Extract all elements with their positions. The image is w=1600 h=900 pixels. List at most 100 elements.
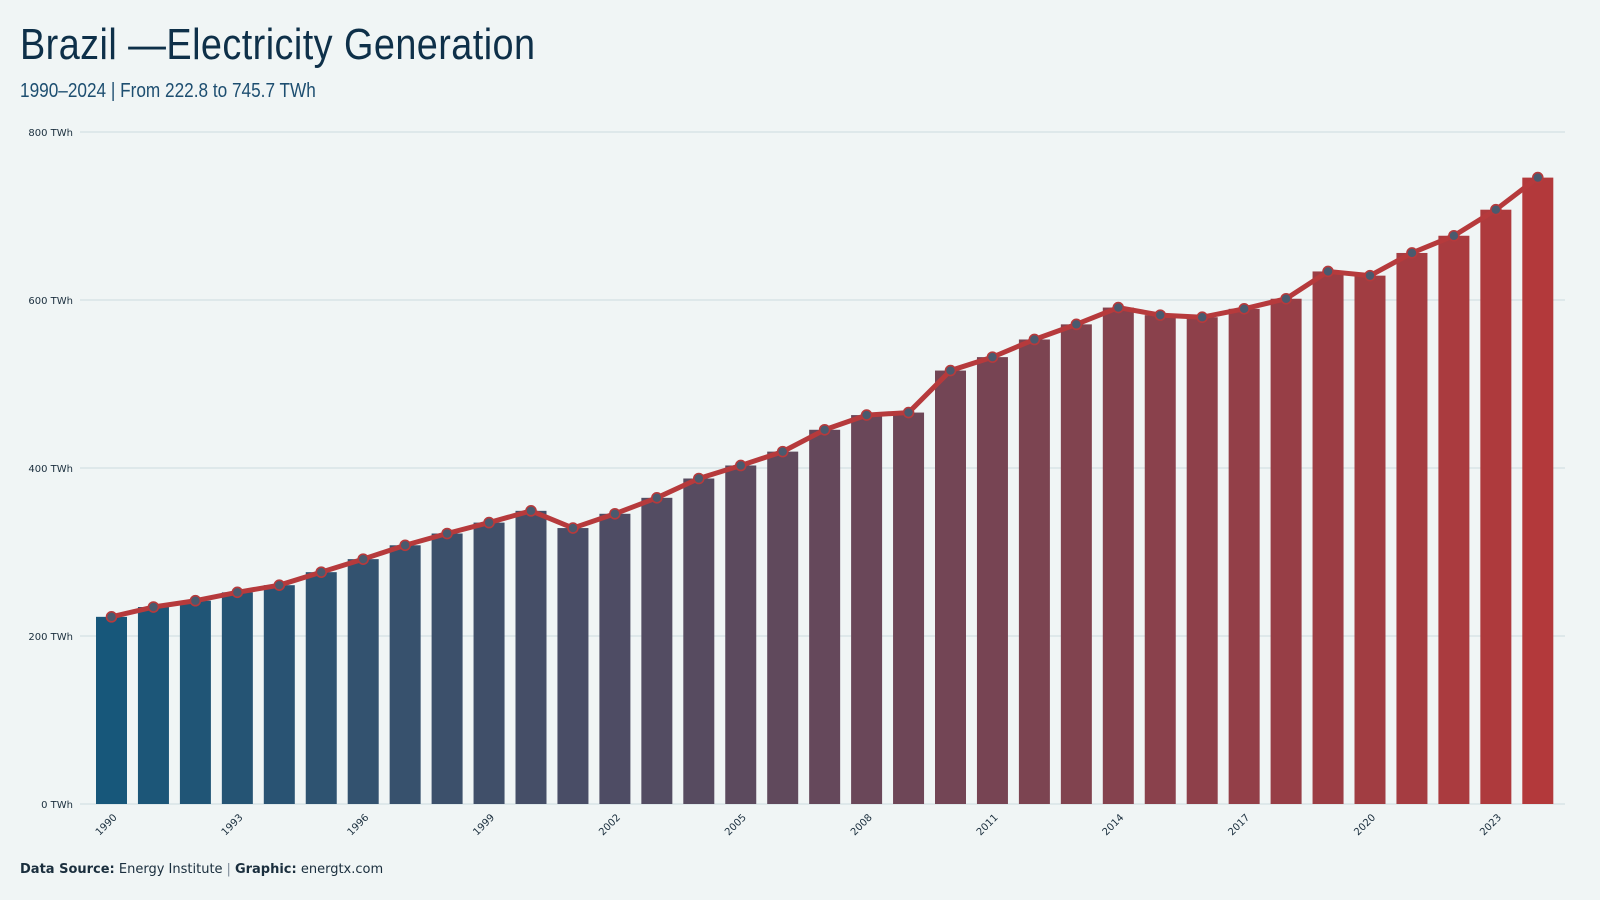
bar-1996 (347, 559, 379, 804)
x-tick-label: 1990 (94, 812, 120, 838)
x-tick-label: 2020 (1352, 812, 1378, 838)
bar-2013 (1060, 324, 1092, 804)
bar-2012 (1018, 339, 1050, 804)
chart-subtitle: 1990–2024 | From 222.8 to 745.7 TWh (20, 80, 316, 102)
marker-2018 (1280, 292, 1292, 305)
x-tick-label: 1999 (471, 812, 497, 838)
marker-2012 (1028, 333, 1041, 346)
source-value: Energy Institute (118, 862, 223, 877)
marker-2017 (1238, 303, 1250, 315)
marker-1993 (231, 586, 244, 599)
bar-2011 (976, 357, 1008, 804)
graphic-label: Graphic: (234, 862, 297, 877)
bar-2009 (893, 412, 925, 804)
bar-2018 (1270, 298, 1302, 804)
chart-title: Brazil —Electricity Generation (20, 20, 536, 69)
marker-2023 (1490, 203, 1502, 216)
marker-2006 (776, 445, 789, 458)
y-tick-label: 400 TWh (28, 464, 73, 475)
marker-2010 (944, 364, 957, 377)
marker-2000 (525, 505, 537, 517)
marker-2002 (609, 507, 621, 520)
source-label: Data Source: (20, 862, 115, 877)
graphic-value: energtx.com (300, 862, 384, 877)
marker-1994 (273, 579, 286, 591)
marker-1991 (147, 601, 160, 613)
bar-2022 (1438, 235, 1470, 805)
marker-2015 (1154, 309, 1167, 321)
bar-2020 (1354, 275, 1386, 804)
bar-1992 (179, 600, 211, 804)
marker-1998 (441, 527, 453, 540)
marker-1996 (357, 553, 370, 565)
bar-2002 (599, 513, 631, 804)
y-tick-label: 0 TWh (41, 800, 73, 811)
bar-1991 (137, 607, 169, 804)
bar-2000 (515, 510, 547, 804)
bar-2007 (809, 429, 841, 804)
x-tick-label: 2008 (849, 812, 875, 838)
bar-2003 (641, 497, 673, 804)
bar-2001 (557, 528, 589, 804)
marker-2003 (651, 492, 663, 504)
x-tick-label: 2002 (597, 812, 623, 838)
bar-2015 (1144, 315, 1176, 804)
marker-2007 (818, 423, 831, 436)
marker-2019 (1322, 265, 1334, 278)
y-tick-label: 200 TWh (28, 632, 73, 643)
marker-1999 (483, 516, 495, 529)
x-tick-label: 2023 (1478, 812, 1504, 838)
marker-2022 (1448, 229, 1460, 242)
marker-2005 (734, 459, 747, 472)
bar-1995 (305, 572, 337, 804)
x-tick-label: 1993 (220, 812, 246, 838)
bar-1998 (431, 533, 463, 804)
marker-2024 (1532, 171, 1544, 184)
marker-1992 (189, 594, 202, 607)
x-tick-label: 2011 (975, 812, 1001, 838)
marker-2008 (860, 409, 873, 421)
x-tick-label: 2017 (1226, 812, 1252, 838)
bar-2019 (1312, 271, 1344, 804)
marker-2013 (1070, 318, 1083, 331)
bar-2008 (851, 415, 883, 804)
bar-1990 (96, 616, 127, 804)
marker-2016 (1196, 311, 1208, 324)
x-tick-label: 2014 (1101, 812, 1127, 838)
marker-1990 (105, 611, 118, 623)
x-tick-label: 2005 (723, 812, 749, 838)
marker-2020 (1364, 269, 1376, 282)
y-tick-label: 800 TWh (28, 128, 73, 139)
marker-2011 (986, 351, 999, 363)
bar-2023 (1480, 209, 1512, 804)
bar-1994 (263, 585, 295, 804)
bar-1997 (389, 545, 421, 804)
bar-2014 (1102, 307, 1134, 804)
y-axis-ticks: 0 TWh 200 TWh 400 TWh 600 TWh 800 TWh (28, 128, 73, 811)
bar-2017 (1228, 308, 1260, 804)
markers (105, 171, 1544, 623)
footer-source: Data Source: Energy Institute | Graphic: e… (20, 862, 383, 877)
bar-2010 (935, 370, 966, 804)
bar-2004 (683, 478, 715, 804)
x-tick-label: 1996 (346, 812, 372, 838)
marker-2001 (567, 522, 579, 534)
bar-1993 (221, 592, 253, 804)
marker-2021 (1406, 247, 1418, 259)
bar-2016 (1186, 317, 1218, 804)
bars (96, 177, 1554, 805)
bar-2021 (1396, 252, 1428, 804)
bar-2006 (767, 451, 799, 804)
bar-2024 (1522, 177, 1554, 804)
bar-2005 (725, 465, 757, 804)
marker-2004 (692, 472, 705, 485)
footer-separator: | (226, 862, 231, 877)
x-axis-ticks: 1990 1993 1996 1999 2002 2005 2008 2011 2014 2017… (94, 812, 1504, 838)
bar-1999 (473, 522, 505, 804)
marker-2009 (902, 406, 915, 419)
y-tick-label: 600 TWh (28, 296, 73, 307)
marker-1995 (315, 566, 328, 578)
marker-2014 (1112, 301, 1125, 314)
marker-1997 (399, 539, 411, 552)
